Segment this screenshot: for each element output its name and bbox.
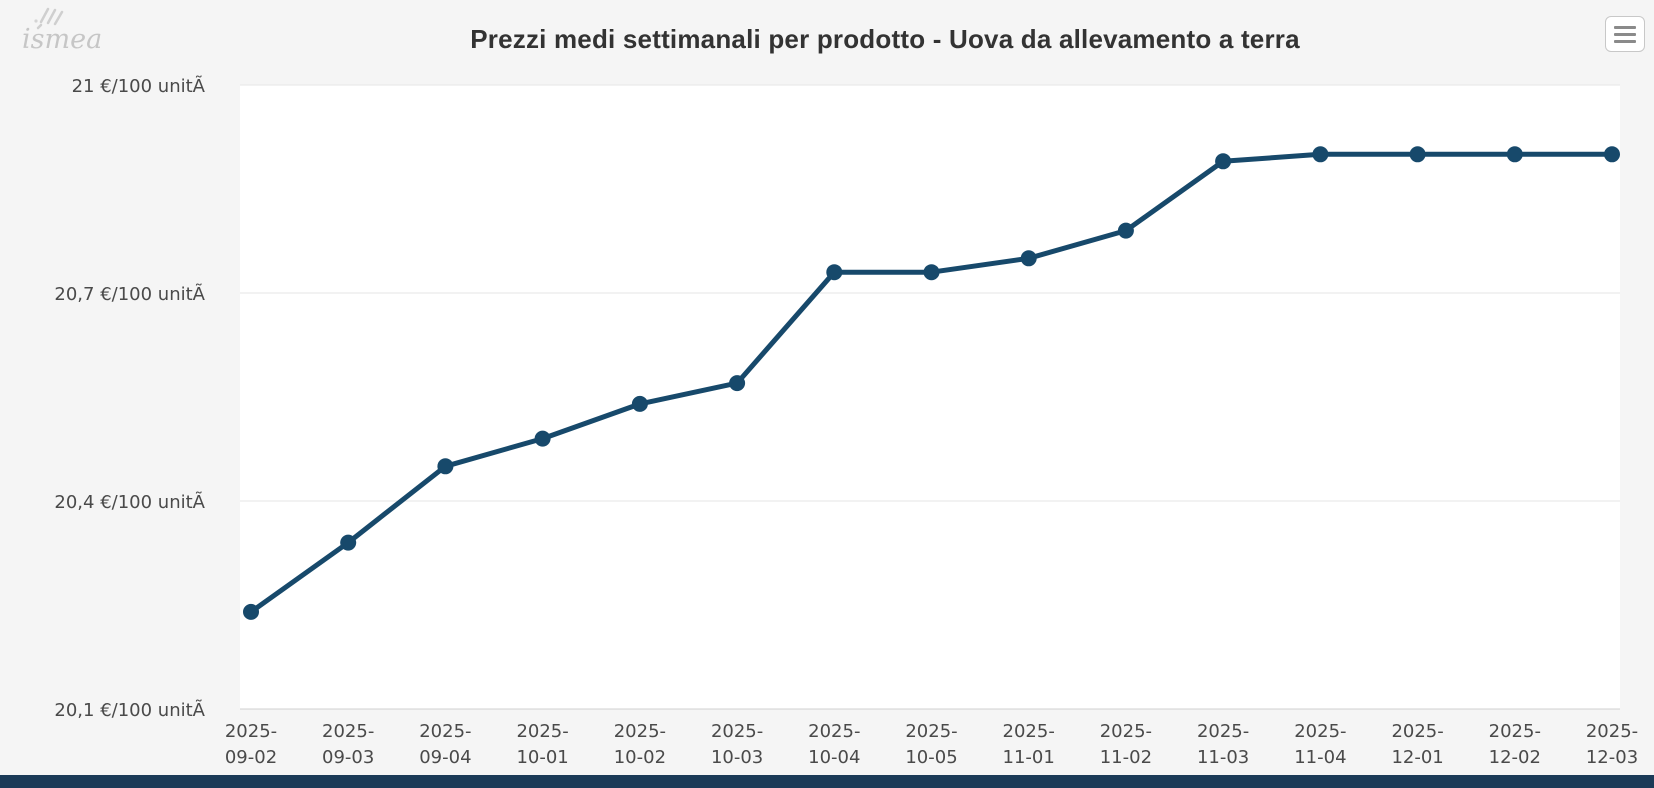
ismea-logo: ismea bbox=[22, 7, 102, 55]
data-point-marker[interactable] bbox=[534, 430, 551, 447]
x-axis-label: 2025-10-01 bbox=[516, 721, 568, 768]
x-axis-label: 2025-09-03 bbox=[322, 721, 374, 768]
data-point-marker[interactable] bbox=[340, 534, 357, 551]
x-axis-label: 2025-12-03 bbox=[1586, 721, 1638, 768]
plot-area bbox=[240, 85, 1620, 709]
x-axis-label: 2025-09-02 bbox=[225, 721, 277, 768]
y-axis-label: 20,7 €/100 unitÃ bbox=[54, 283, 205, 305]
data-point-marker[interactable] bbox=[923, 264, 940, 281]
footer-bar bbox=[0, 775, 1654, 788]
x-axis-label: 2025-10-04 bbox=[808, 721, 860, 768]
logo-text: ismea bbox=[22, 24, 102, 55]
x-axis-label: 2025-11-04 bbox=[1294, 721, 1346, 768]
data-point-marker[interactable] bbox=[1117, 222, 1134, 239]
x-axis-label: 2025-10-03 bbox=[711, 721, 763, 768]
x-axis-label: 2025-09-04 bbox=[419, 721, 471, 768]
x-axis-label: 2025-10-02 bbox=[614, 721, 666, 768]
logo-wheat-icon bbox=[36, 7, 64, 30]
data-point-marker[interactable] bbox=[1312, 146, 1329, 163]
chart-context-menu-button[interactable] bbox=[1605, 16, 1645, 52]
data-point-marker[interactable] bbox=[1604, 146, 1620, 163]
data-point-marker[interactable] bbox=[1215, 153, 1232, 170]
x-axis-label: 2025-11-02 bbox=[1100, 721, 1152, 768]
x-axis-label: 2025-11-01 bbox=[1003, 721, 1055, 768]
y-axis-label: 21 €/100 unitÃ bbox=[72, 75, 206, 97]
data-point-marker[interactable] bbox=[1409, 146, 1426, 163]
data-point-marker[interactable] bbox=[729, 375, 746, 392]
data-point-marker[interactable] bbox=[1020, 250, 1037, 267]
x-axis-label: 2025-12-02 bbox=[1489, 721, 1541, 768]
hamburger-icon bbox=[1614, 25, 1636, 29]
data-point-marker[interactable] bbox=[631, 395, 648, 412]
logo-dot bbox=[34, 19, 38, 23]
x-axis-label: 2025-11-03 bbox=[1197, 721, 1249, 768]
data-point-marker[interactable] bbox=[437, 458, 454, 475]
data-point-marker[interactable] bbox=[826, 264, 843, 281]
y-axis-label: 20,1 €/100 unitÃ bbox=[54, 699, 205, 721]
data-point-marker[interactable] bbox=[1506, 146, 1523, 163]
chart-title: Prezzi medi settimanali per prodotto - U… bbox=[470, 24, 1300, 54]
x-axis-label: 2025-12-01 bbox=[1391, 721, 1443, 768]
y-axis-label: 20,4 €/100 unitÃ bbox=[54, 491, 205, 513]
x-axis-label: 2025-10-05 bbox=[905, 721, 957, 768]
data-point-marker[interactable] bbox=[243, 603, 259, 620]
